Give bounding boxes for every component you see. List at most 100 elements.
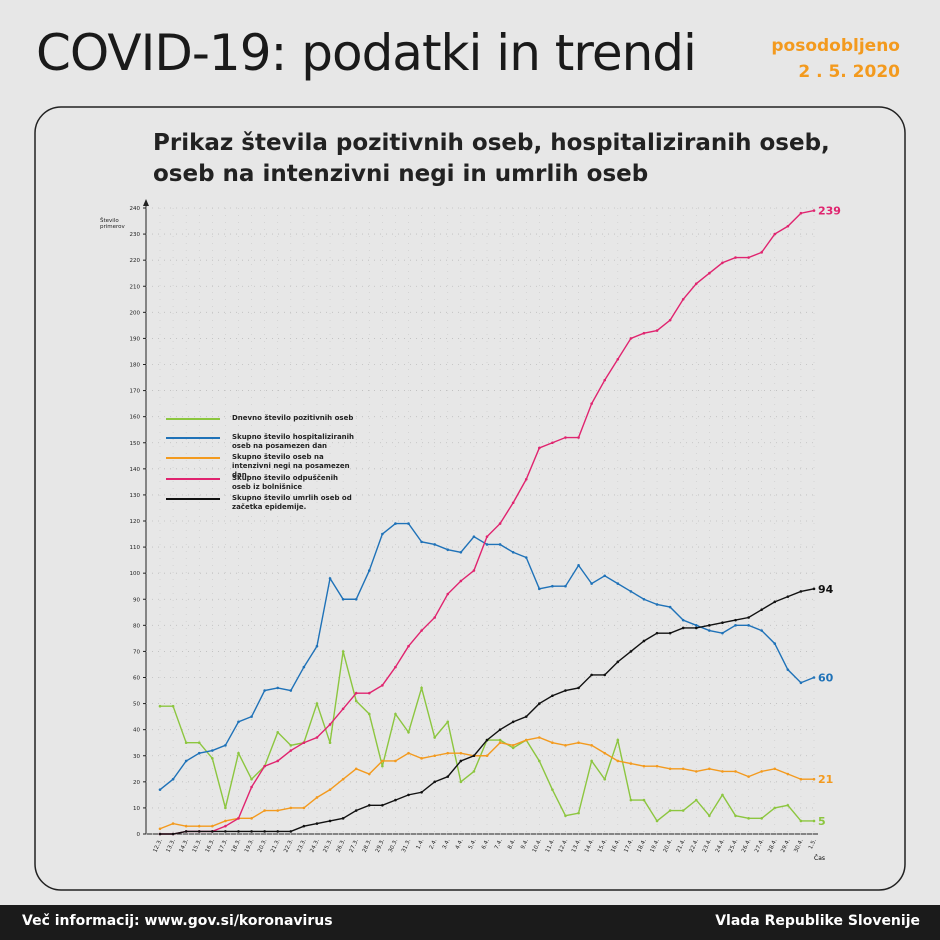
- point: [315, 644, 319, 648]
- y-tick-label: 170: [130, 389, 141, 395]
- point: [773, 600, 777, 604]
- point: [564, 584, 567, 588]
- point: [302, 806, 306, 810]
- point: [184, 759, 188, 763]
- point: [354, 809, 358, 812]
- chart-title: Prikaz števila pozitivnih oseb, hospital…: [153, 130, 830, 187]
- y-tick-label: 90: [133, 597, 140, 603]
- point: [315, 822, 319, 825]
- point: [394, 522, 397, 525]
- point: [694, 626, 698, 630]
- point: [642, 597, 646, 601]
- point: [328, 577, 332, 580]
- x-tick-label: 17.4.: [623, 838, 634, 853]
- point: [603, 574, 607, 578]
- point: [760, 770, 763, 773]
- point: [237, 720, 240, 724]
- point: [381, 532, 384, 536]
- point: [224, 744, 227, 747]
- point: [812, 676, 816, 679]
- point: [603, 378, 607, 382]
- x-tick-label: 31.3.: [401, 838, 412, 853]
- point: [694, 798, 698, 802]
- x-tick-label: 12.4.: [558, 838, 569, 853]
- point: [171, 704, 175, 708]
- point: [629, 798, 633, 802]
- point: [538, 446, 541, 450]
- point: [315, 796, 319, 799]
- point: [381, 684, 384, 687]
- point: [668, 809, 672, 812]
- point: [799, 211, 803, 215]
- point: [524, 738, 528, 742]
- updated-date: 2 . 5. 2020: [798, 62, 900, 82]
- legend-label: Skupno število oseb na intenzivni negi n…: [232, 453, 350, 479]
- page-title: COVID-19: podatki in trendi: [36, 24, 697, 82]
- point: [734, 256, 737, 259]
- point: [407, 793, 410, 797]
- x-tick-label: 22.4.: [689, 838, 700, 853]
- x-tick-label: 8.4.: [507, 838, 517, 850]
- point: [485, 738, 489, 742]
- point: [681, 809, 685, 812]
- point: [184, 824, 188, 828]
- point: [407, 644, 410, 648]
- x-tick-label: 2.4.: [429, 838, 439, 850]
- point: [655, 603, 659, 606]
- point: [511, 501, 515, 505]
- y-tick-label: 220: [130, 258, 141, 264]
- x-tick-label: 26.4.: [741, 838, 752, 853]
- point: [538, 759, 541, 763]
- point: [655, 764, 659, 768]
- point: [799, 777, 803, 781]
- y-tick-label: 200: [130, 310, 141, 316]
- x-tick-label: 13.4.: [571, 838, 582, 853]
- end-label: 5: [818, 815, 826, 828]
- point: [524, 477, 528, 481]
- point: [158, 827, 162, 831]
- y-tick-label: 60: [133, 676, 140, 682]
- point: [302, 741, 306, 745]
- end-label: 60: [818, 672, 834, 685]
- updated-label: posodobljeno: [771, 36, 900, 56]
- point: [668, 767, 672, 771]
- x-tick-label: 26.3.: [336, 838, 347, 853]
- point: [511, 746, 515, 750]
- y-tick-label: 120: [130, 519, 141, 525]
- point: [786, 668, 790, 671]
- point: [446, 775, 450, 778]
- y-tick-label: 10: [133, 806, 140, 812]
- point: [668, 318, 672, 322]
- point: [276, 759, 280, 763]
- point: [760, 608, 763, 611]
- point: [511, 720, 515, 724]
- point: [538, 702, 541, 705]
- point: [603, 751, 607, 755]
- x-tick-label: 15.4.: [597, 838, 608, 853]
- point: [341, 817, 345, 820]
- point: [655, 631, 659, 635]
- y-tick-label: 240: [130, 206, 141, 212]
- x-tick-label: 21.4.: [676, 838, 687, 853]
- point: [224, 830, 227, 833]
- legend-label: Skupno število odpuščenih oseb iz bolniš…: [232, 474, 339, 491]
- point: [694, 624, 698, 627]
- point: [812, 209, 816, 212]
- point: [367, 772, 371, 776]
- point: [760, 629, 763, 632]
- point: [590, 402, 593, 405]
- point: [590, 744, 593, 747]
- y-tick-label: 80: [133, 623, 140, 629]
- point: [721, 793, 724, 797]
- point: [263, 830, 266, 833]
- point: [747, 624, 750, 627]
- y-tick-label: 160: [130, 415, 141, 421]
- point: [747, 775, 750, 778]
- point: [760, 251, 763, 254]
- point: [446, 548, 450, 551]
- point: [616, 660, 620, 664]
- x-tick-label: 23.4.: [702, 838, 713, 853]
- y-tick-label: 210: [130, 284, 141, 290]
- x-tick-label: 27.4.: [754, 838, 765, 853]
